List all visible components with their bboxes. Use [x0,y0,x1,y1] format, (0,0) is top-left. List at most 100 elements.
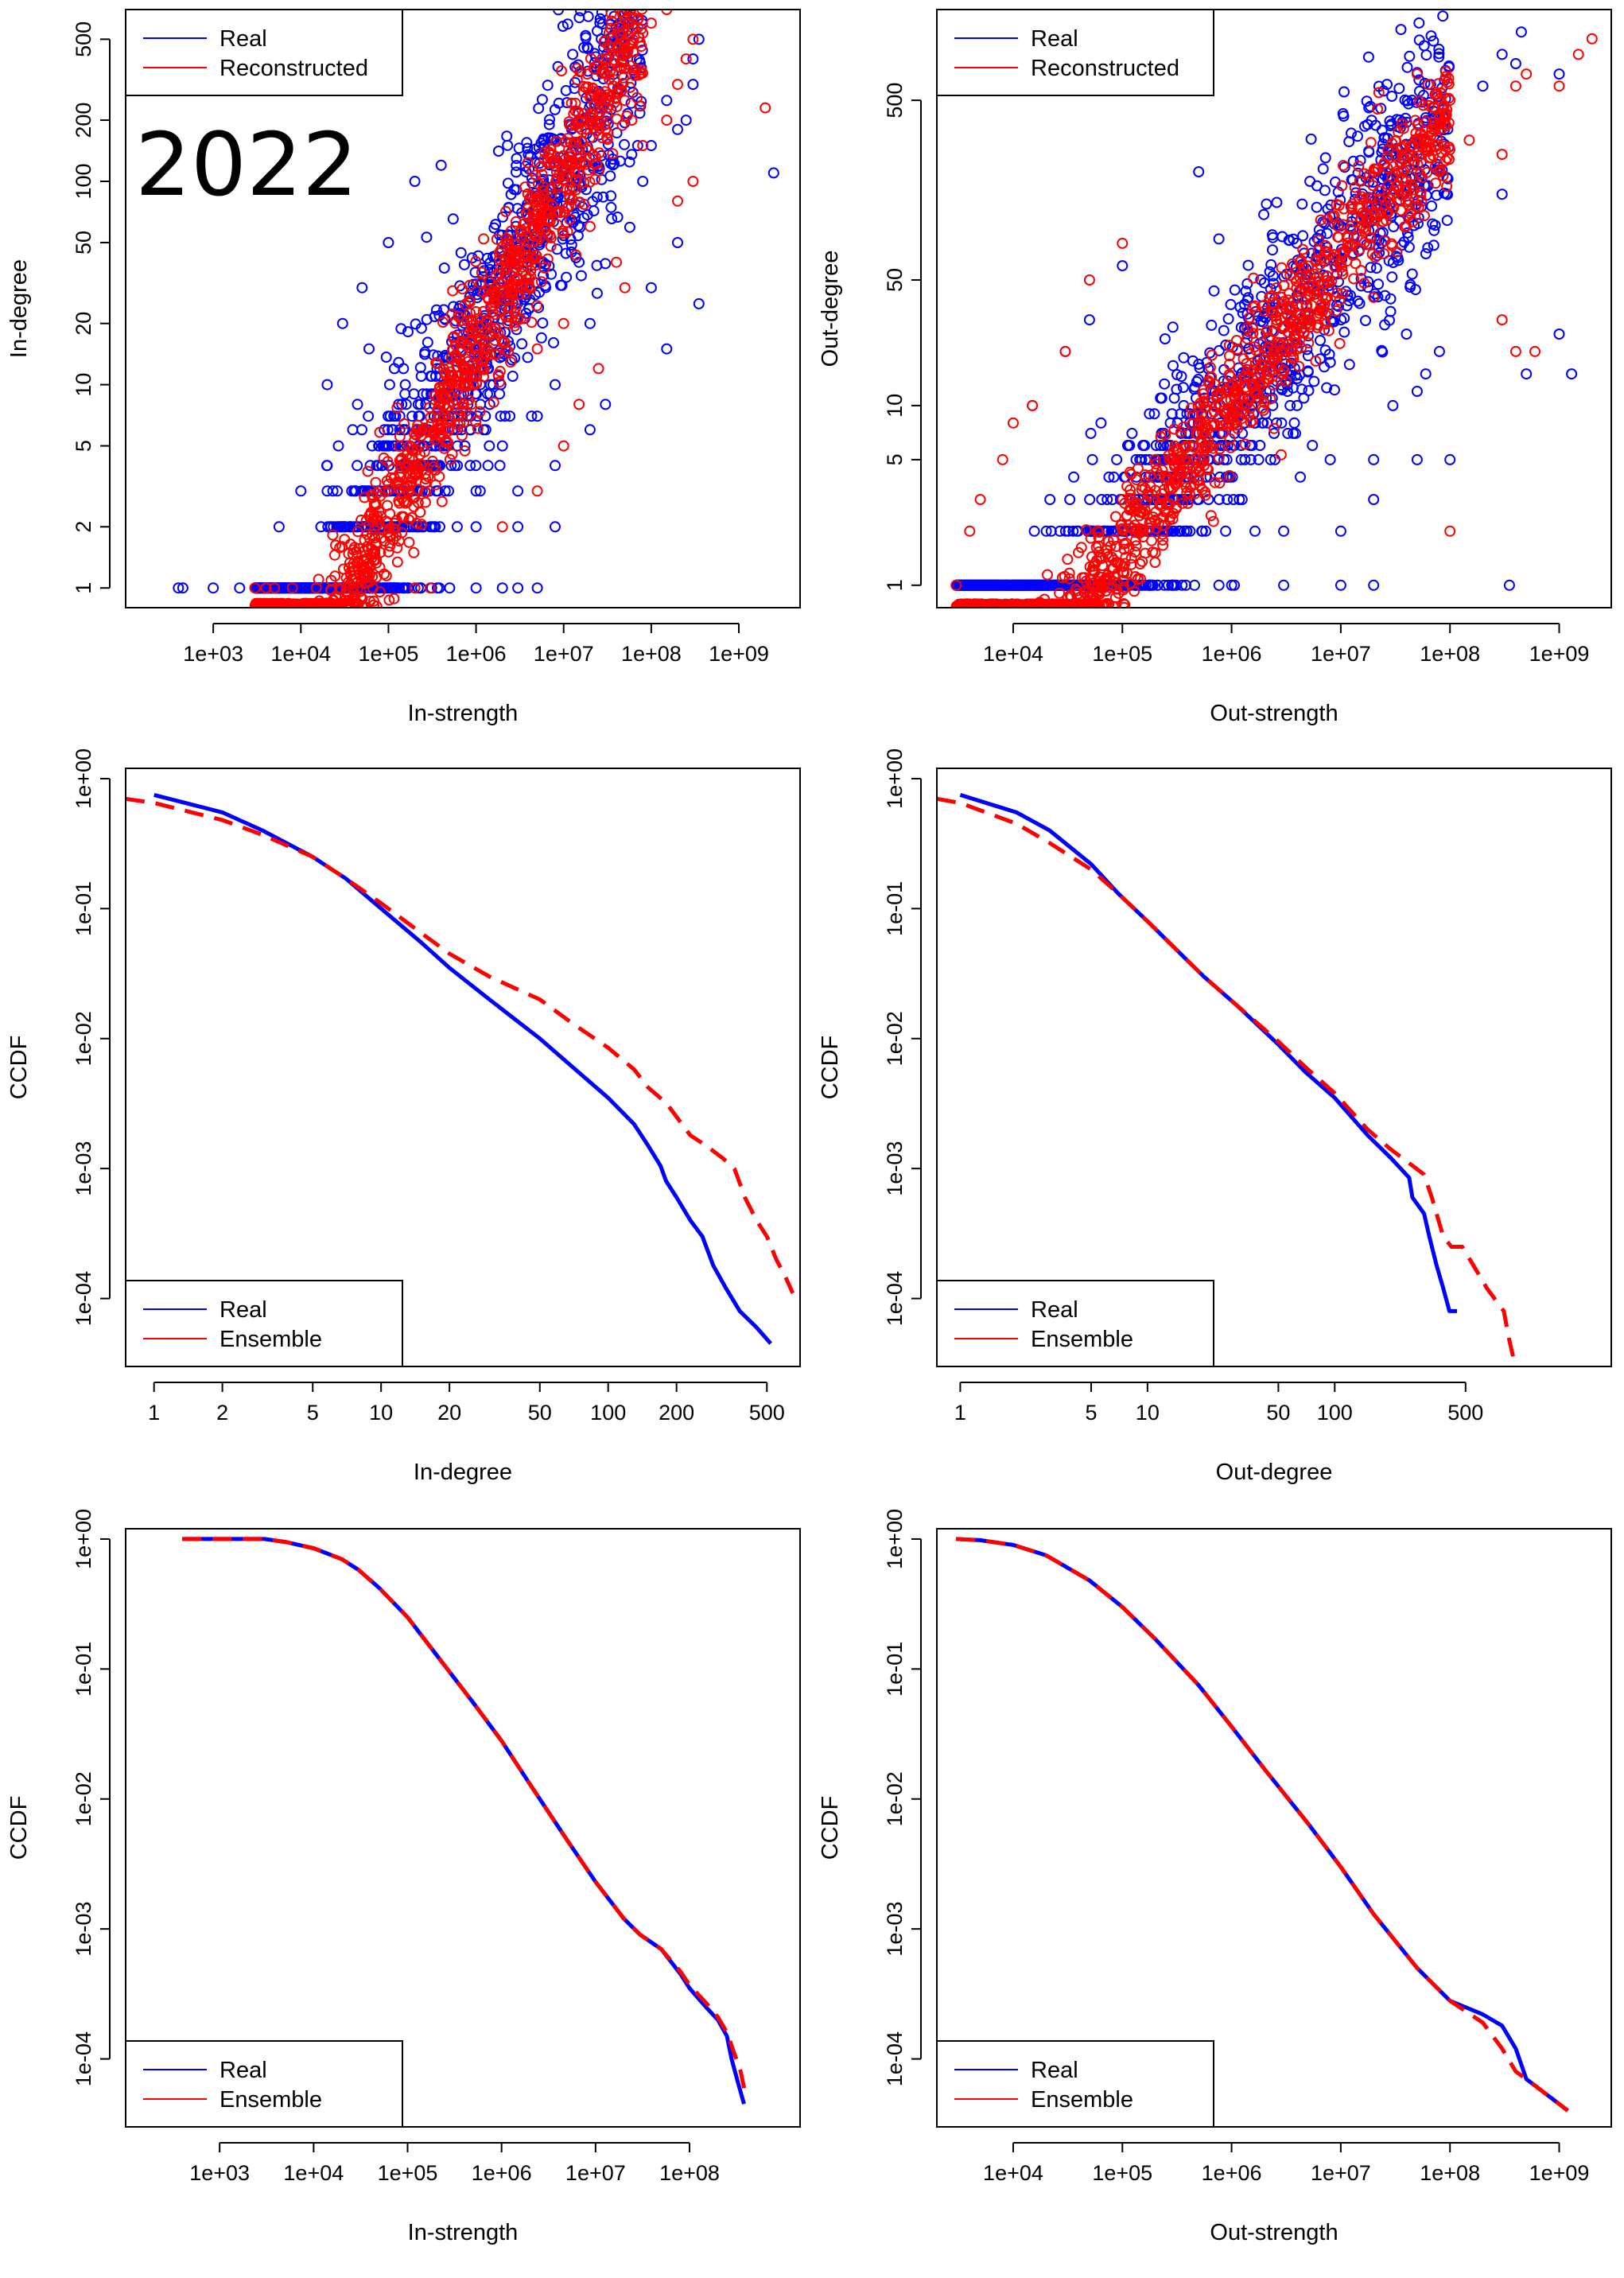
scatter-point [1425,30,1437,42]
scatter-point [496,521,508,533]
scatter-point [1377,346,1389,358]
scatter-point [1206,319,1218,331]
scatter-point [1426,200,1438,212]
scatter-point [1420,368,1432,380]
scatter-point [1352,295,1364,307]
scatter-point [538,262,550,274]
scatter-point [575,10,587,17]
scatter-point [1433,345,1445,357]
scatter-point [546,268,558,280]
scatter-point [409,582,421,594]
scatter-point [426,455,438,467]
scatter-point [1068,471,1080,483]
scatter-point [1150,440,1162,451]
scatter-point [443,485,454,497]
scatter-point [438,442,450,454]
scatter-point [1386,271,1398,283]
scatter-point [1121,480,1133,492]
scatter-point [606,15,617,27]
scatter-point [1180,525,1192,537]
scatter-point [1167,321,1179,333]
scatter-point [1441,215,1453,227]
scatter-point [422,471,434,483]
scatter-point [1373,278,1385,290]
scatter-point [542,212,554,224]
scatter-point [602,138,614,150]
scatter-point [767,167,779,179]
scatter-point [349,485,361,497]
scatter-point [598,36,610,48]
scatter-point [464,314,476,326]
plot-area [173,10,779,608]
scatter-point [1191,375,1202,387]
scatter-point [391,556,403,568]
scatter-point [600,258,612,270]
scatter-point [1145,579,1157,591]
scatter-point [569,97,581,109]
scatter-point [1144,408,1156,420]
scatter-point [1132,463,1144,474]
scatter-point [1080,524,1092,536]
scatter-point [1428,224,1440,236]
scatter-point [374,426,386,438]
scatter-point [611,101,623,113]
scatter-point [548,336,559,348]
scatter-point [1180,481,1192,493]
scatter-point [1329,384,1340,396]
scatter-point [531,582,543,594]
scatter-point [620,14,631,25]
scatter-point [234,582,246,594]
scatter-point [1553,328,1565,340]
scatter-point [591,287,603,299]
scatter-point [1422,242,1434,254]
y-tick-label: 100 [72,163,95,199]
scatter-point [428,461,440,472]
scatter-point [389,523,401,535]
scatter-point [474,406,486,418]
scatter-point [1056,572,1068,584]
scatter-point [1324,453,1336,465]
scatter-point [1094,527,1105,538]
scatter-point [471,289,483,301]
y-tick-label: 2 [72,521,95,533]
y-tick-label: 500 [72,21,95,57]
scatter-point [1319,318,1331,330]
scatter-point [637,67,648,79]
scatter-point [605,190,617,202]
scatter-point [1202,375,1214,387]
scatter-point [1404,279,1416,290]
scatter-point [1235,321,1247,333]
scatter-point [383,410,394,422]
scatter-point [1282,427,1294,439]
scatter-point [629,70,641,81]
scatter-point [458,417,470,429]
scatter-point [1229,284,1241,296]
scatter-point [1433,51,1445,63]
scatter-point [494,460,506,472]
scatter-point [558,440,569,452]
scatter-point [558,317,569,329]
scatter-point [429,311,441,322]
scatter-point [407,445,419,457]
scatter-point [606,213,618,224]
scatter-point [406,511,418,523]
scatter-point [363,343,375,355]
scatter-point [402,326,414,338]
scatter-point [687,53,699,65]
scatter-point [432,582,443,594]
scatter-point [592,25,603,37]
scatter-point [1386,91,1398,102]
scatter-point [1371,250,1383,262]
scatter-point [1336,261,1348,273]
scatter-point [390,530,402,542]
scatter-point [548,157,560,169]
scatter-point [603,27,615,39]
scatter-point [430,485,442,497]
scatter-point [249,582,261,594]
scatter-point [380,352,392,363]
scatter-point [1276,417,1288,429]
scatter-point [445,460,457,472]
scatter-point [1222,494,1234,505]
scatter-point [533,103,545,115]
scatter-point [1335,525,1346,537]
